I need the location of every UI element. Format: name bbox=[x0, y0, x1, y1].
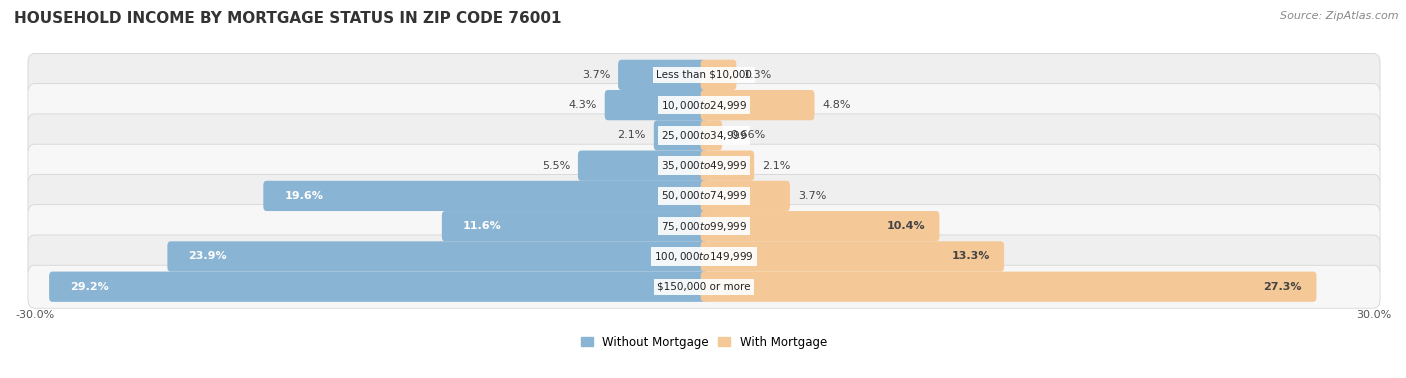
FancyBboxPatch shape bbox=[654, 120, 707, 150]
FancyBboxPatch shape bbox=[605, 90, 707, 120]
FancyBboxPatch shape bbox=[28, 235, 1381, 278]
FancyBboxPatch shape bbox=[167, 241, 707, 271]
Legend: Without Mortgage, With Mortgage: Without Mortgage, With Mortgage bbox=[576, 331, 831, 353]
FancyBboxPatch shape bbox=[28, 144, 1381, 187]
FancyBboxPatch shape bbox=[28, 84, 1381, 127]
Text: Source: ZipAtlas.com: Source: ZipAtlas.com bbox=[1281, 11, 1399, 21]
Text: Less than $10,000: Less than $10,000 bbox=[657, 70, 752, 80]
Text: $10,000 to $24,999: $10,000 to $24,999 bbox=[661, 99, 747, 112]
Text: 23.9%: 23.9% bbox=[188, 251, 228, 262]
Text: 4.3%: 4.3% bbox=[568, 100, 598, 110]
Text: 11.6%: 11.6% bbox=[463, 221, 502, 231]
Text: 3.7%: 3.7% bbox=[582, 70, 610, 80]
Text: 2.1%: 2.1% bbox=[617, 130, 645, 140]
FancyBboxPatch shape bbox=[441, 211, 707, 241]
Text: $100,000 to $149,999: $100,000 to $149,999 bbox=[654, 250, 754, 263]
FancyBboxPatch shape bbox=[263, 181, 707, 211]
Text: 10.4%: 10.4% bbox=[886, 221, 925, 231]
FancyBboxPatch shape bbox=[700, 120, 723, 150]
FancyBboxPatch shape bbox=[28, 205, 1381, 248]
Text: 2.1%: 2.1% bbox=[762, 161, 790, 170]
Text: 4.8%: 4.8% bbox=[823, 100, 851, 110]
FancyBboxPatch shape bbox=[700, 150, 754, 181]
Text: $50,000 to $74,999: $50,000 to $74,999 bbox=[661, 189, 747, 203]
Text: $75,000 to $99,999: $75,000 to $99,999 bbox=[661, 220, 747, 233]
Text: 19.6%: 19.6% bbox=[284, 191, 323, 201]
FancyBboxPatch shape bbox=[28, 53, 1381, 96]
FancyBboxPatch shape bbox=[700, 90, 814, 120]
Text: 1.3%: 1.3% bbox=[744, 70, 772, 80]
FancyBboxPatch shape bbox=[28, 174, 1381, 217]
FancyBboxPatch shape bbox=[700, 60, 737, 90]
Text: 0.66%: 0.66% bbox=[730, 130, 765, 140]
Text: $25,000 to $34,999: $25,000 to $34,999 bbox=[661, 129, 747, 142]
Text: 13.3%: 13.3% bbox=[952, 251, 990, 262]
Text: 29.2%: 29.2% bbox=[70, 282, 110, 292]
FancyBboxPatch shape bbox=[28, 265, 1381, 308]
FancyBboxPatch shape bbox=[700, 181, 790, 211]
FancyBboxPatch shape bbox=[49, 271, 707, 302]
Text: 27.3%: 27.3% bbox=[1264, 282, 1302, 292]
FancyBboxPatch shape bbox=[700, 271, 1316, 302]
Text: 5.5%: 5.5% bbox=[541, 161, 569, 170]
FancyBboxPatch shape bbox=[700, 211, 939, 241]
FancyBboxPatch shape bbox=[700, 241, 1004, 271]
Text: $150,000 or more: $150,000 or more bbox=[657, 282, 751, 292]
Text: HOUSEHOLD INCOME BY MORTGAGE STATUS IN ZIP CODE 76001: HOUSEHOLD INCOME BY MORTGAGE STATUS IN Z… bbox=[14, 11, 561, 26]
FancyBboxPatch shape bbox=[28, 114, 1381, 157]
FancyBboxPatch shape bbox=[619, 60, 707, 90]
FancyBboxPatch shape bbox=[578, 150, 707, 181]
Text: $35,000 to $49,999: $35,000 to $49,999 bbox=[661, 159, 747, 172]
Text: 3.7%: 3.7% bbox=[797, 191, 827, 201]
